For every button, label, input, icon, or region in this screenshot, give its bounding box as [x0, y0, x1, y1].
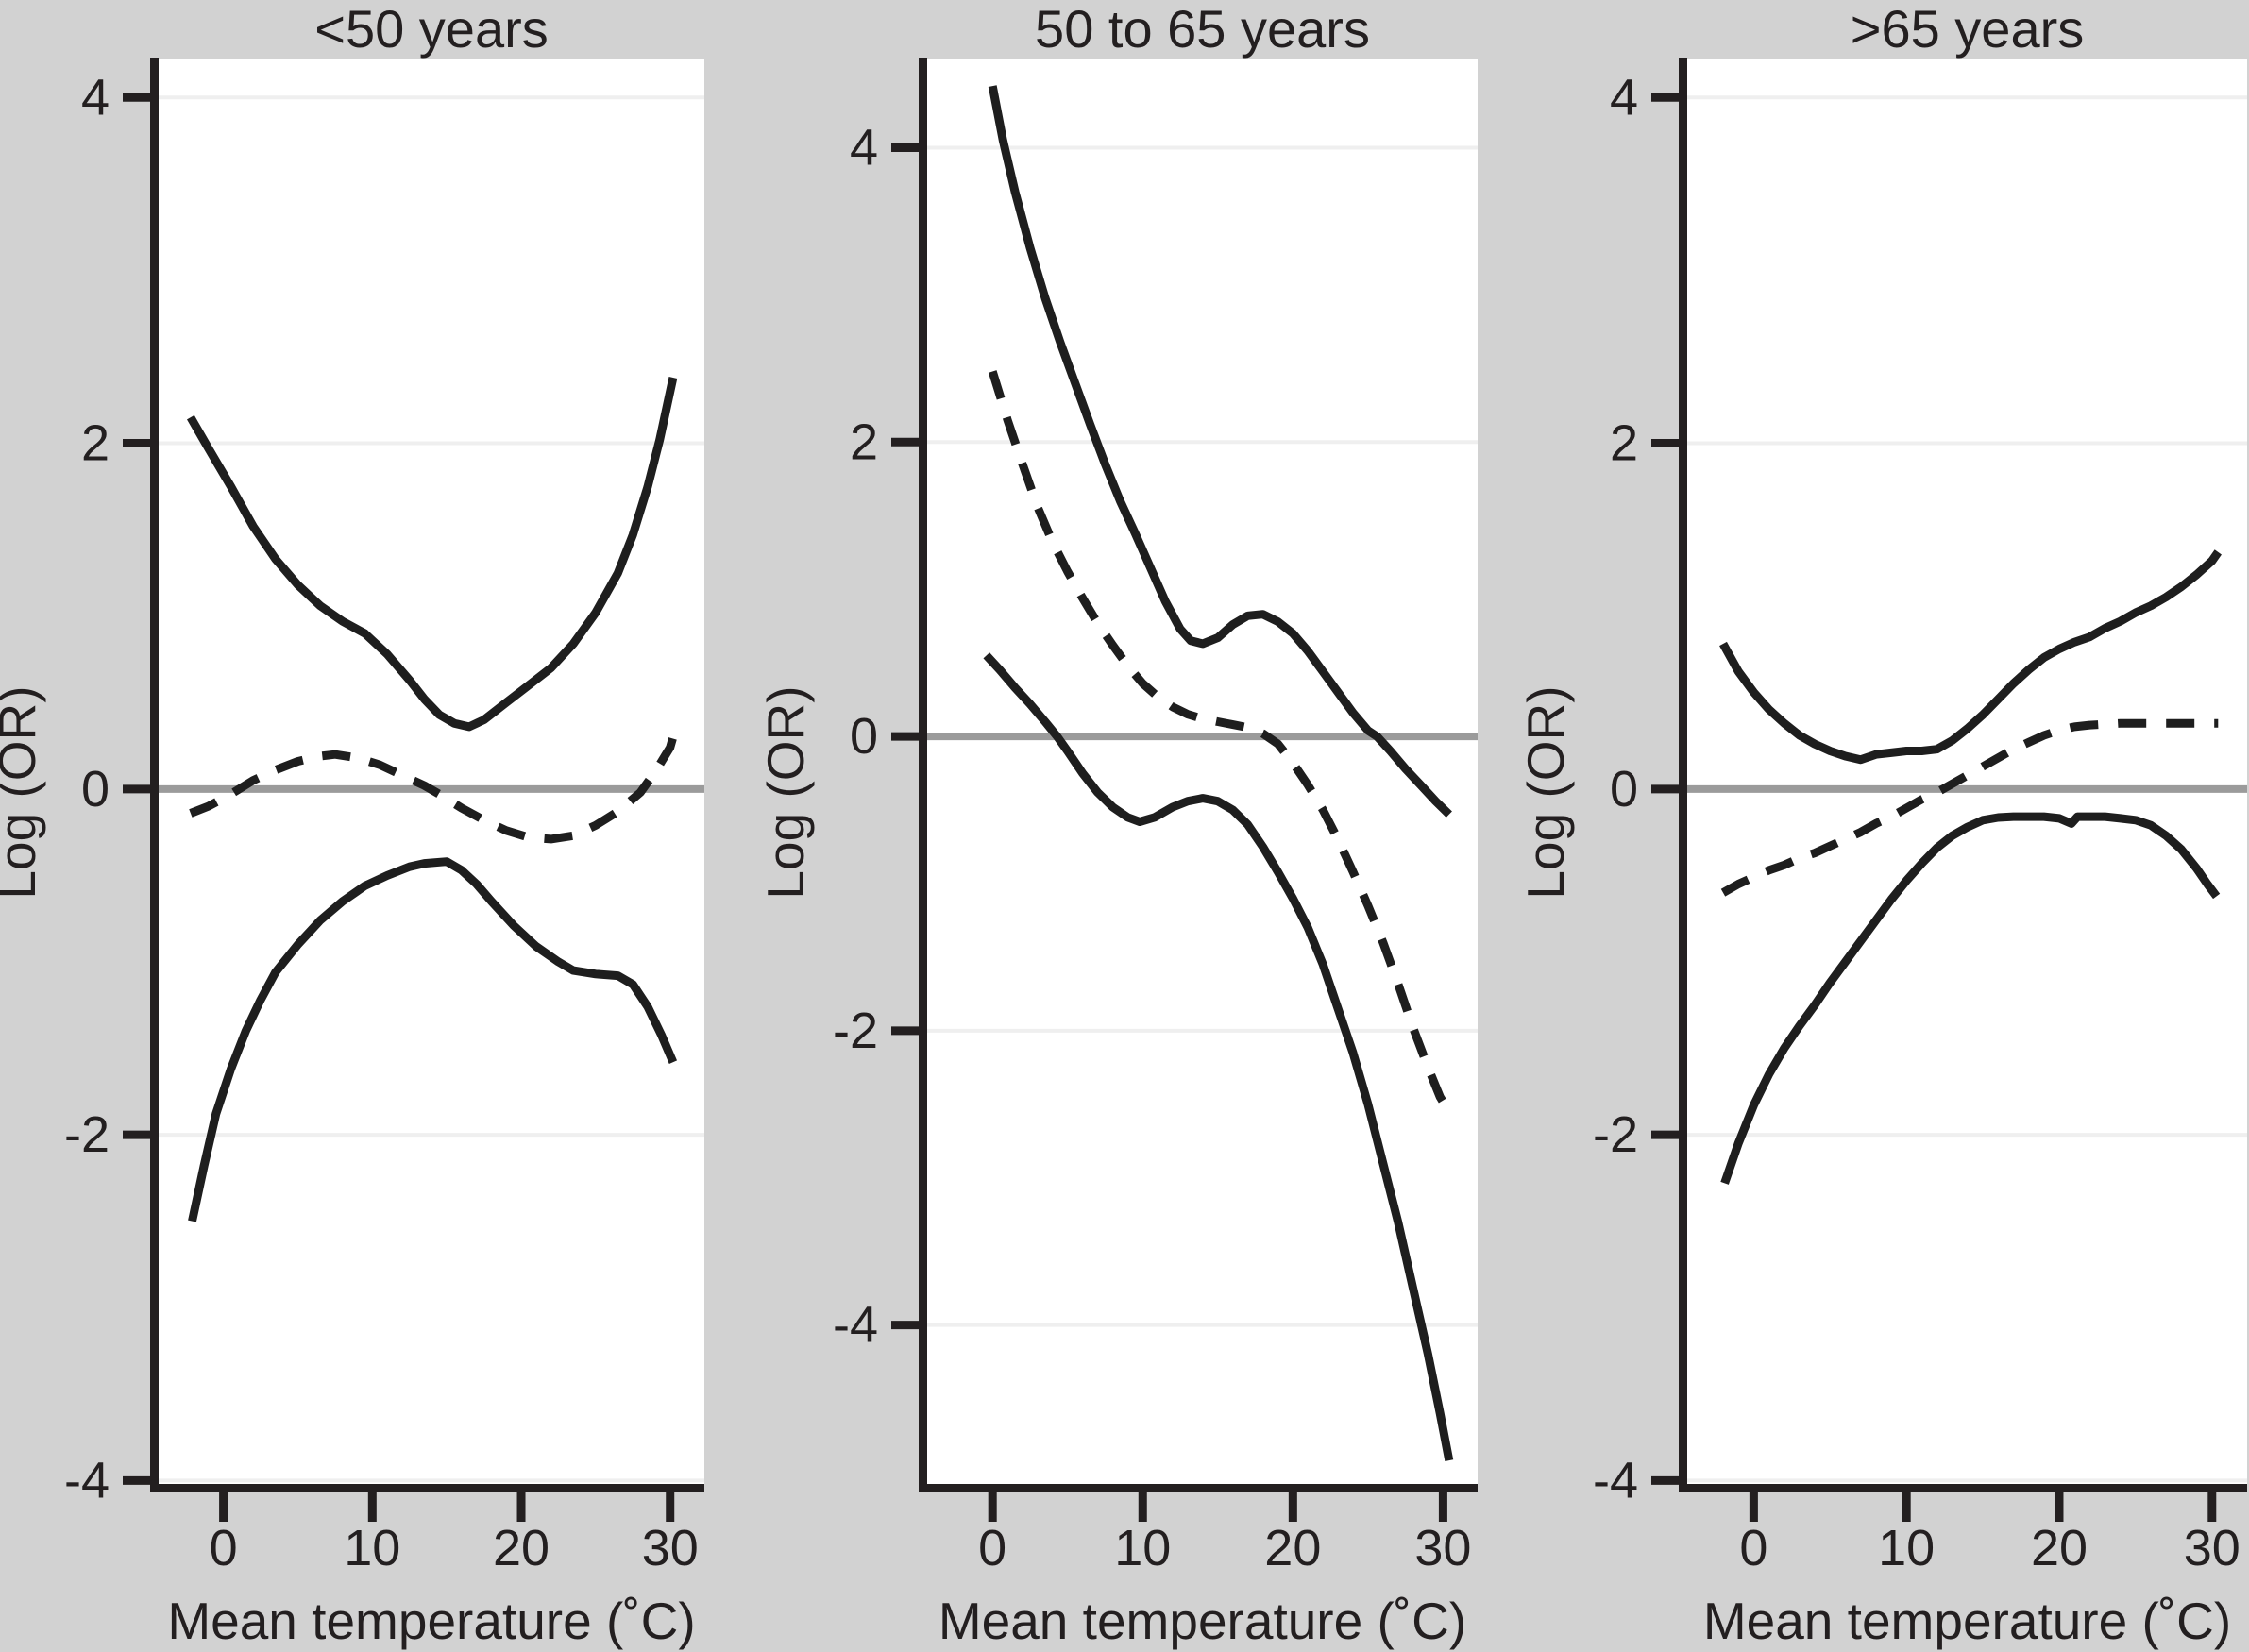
estimate-curve [1720, 718, 2219, 897]
panel-50-to-65-years: 4 2 0 -2 -4 0 10 20 30 50 to 65 years Mean tempera… [750, 0, 1499, 1652]
upper-ci-curve [186, 377, 678, 732]
plot-area [927, 59, 1478, 1484]
x-tick-label: 0 [210, 1520, 238, 1576]
y-tick-label: 4 [850, 120, 878, 177]
x-tick-label: 0 [1739, 1520, 1767, 1576]
upper-ci-curve [988, 85, 1452, 818]
y-tick-label: 0 [850, 708, 878, 765]
y-tick-label: -4 [64, 1452, 110, 1509]
x-tick-label: 30 [642, 1520, 699, 1576]
y-tick-label: 2 [850, 413, 878, 470]
estimate-curve [988, 370, 1453, 1114]
x-tick-label: 10 [1114, 1520, 1171, 1576]
x-tick-label: 20 [493, 1520, 550, 1576]
x-axis-label: Mean temperature (˚C) [167, 1592, 695, 1650]
x-axis-label: Mean temperature (˚C) [1703, 1592, 2231, 1650]
x-tick-label: 0 [978, 1520, 1006, 1576]
x-tick-label: 30 [2184, 1520, 2241, 1576]
y-tick-label: -2 [64, 1106, 110, 1163]
lower-ci-curve [188, 857, 678, 1222]
panel-under-50-years: 4 2 0 -2 -4 0 10 20 30 <50 years Mean temperature … [0, 0, 750, 1652]
panel-title: >65 years [1851, 0, 2085, 59]
y-axis-label: Log (OR) [1516, 685, 1575, 899]
y-tick-label: 0 [81, 761, 110, 818]
lower-ci-curve [983, 652, 1454, 1461]
y-tick-label: 0 [1610, 761, 1638, 818]
panel-title: 50 to 65 years [1035, 0, 1370, 59]
panel-title: <50 years [314, 0, 549, 59]
y-axis-label: Log (OR) [756, 685, 815, 899]
y-tick-label: 2 [1610, 415, 1638, 472]
x-tick-label: 30 [1414, 1520, 1471, 1576]
y-axis-label: Log (OR) [0, 685, 46, 899]
x-tick-label: 20 [1264, 1520, 1321, 1576]
plot-area [159, 59, 704, 1484]
y-tick-label: -4 [833, 1297, 878, 1354]
y-tick-label: -4 [1593, 1452, 1638, 1509]
x-tick-label: 10 [1878, 1520, 1935, 1576]
y-tick-label: -2 [1593, 1106, 1638, 1163]
x-tick-label: 10 [344, 1520, 400, 1576]
x-axis-label: Mean temperature (˚C) [938, 1592, 1466, 1650]
panel-over-65-years: 4 2 0 -2 -4 0 10 20 30 >65 years Mean temperature … [1499, 0, 2249, 1652]
x-tick-label: 20 [2031, 1520, 2088, 1576]
y-tick-label: 2 [81, 415, 110, 472]
y-tick-label: 4 [1610, 69, 1638, 126]
y-tick-label: -2 [833, 1003, 878, 1059]
plot-area [1687, 59, 2247, 1484]
lower-ci-curve [1720, 812, 2221, 1185]
upper-ci-curve [1719, 549, 2222, 765]
y-tick-label: 4 [81, 69, 110, 126]
